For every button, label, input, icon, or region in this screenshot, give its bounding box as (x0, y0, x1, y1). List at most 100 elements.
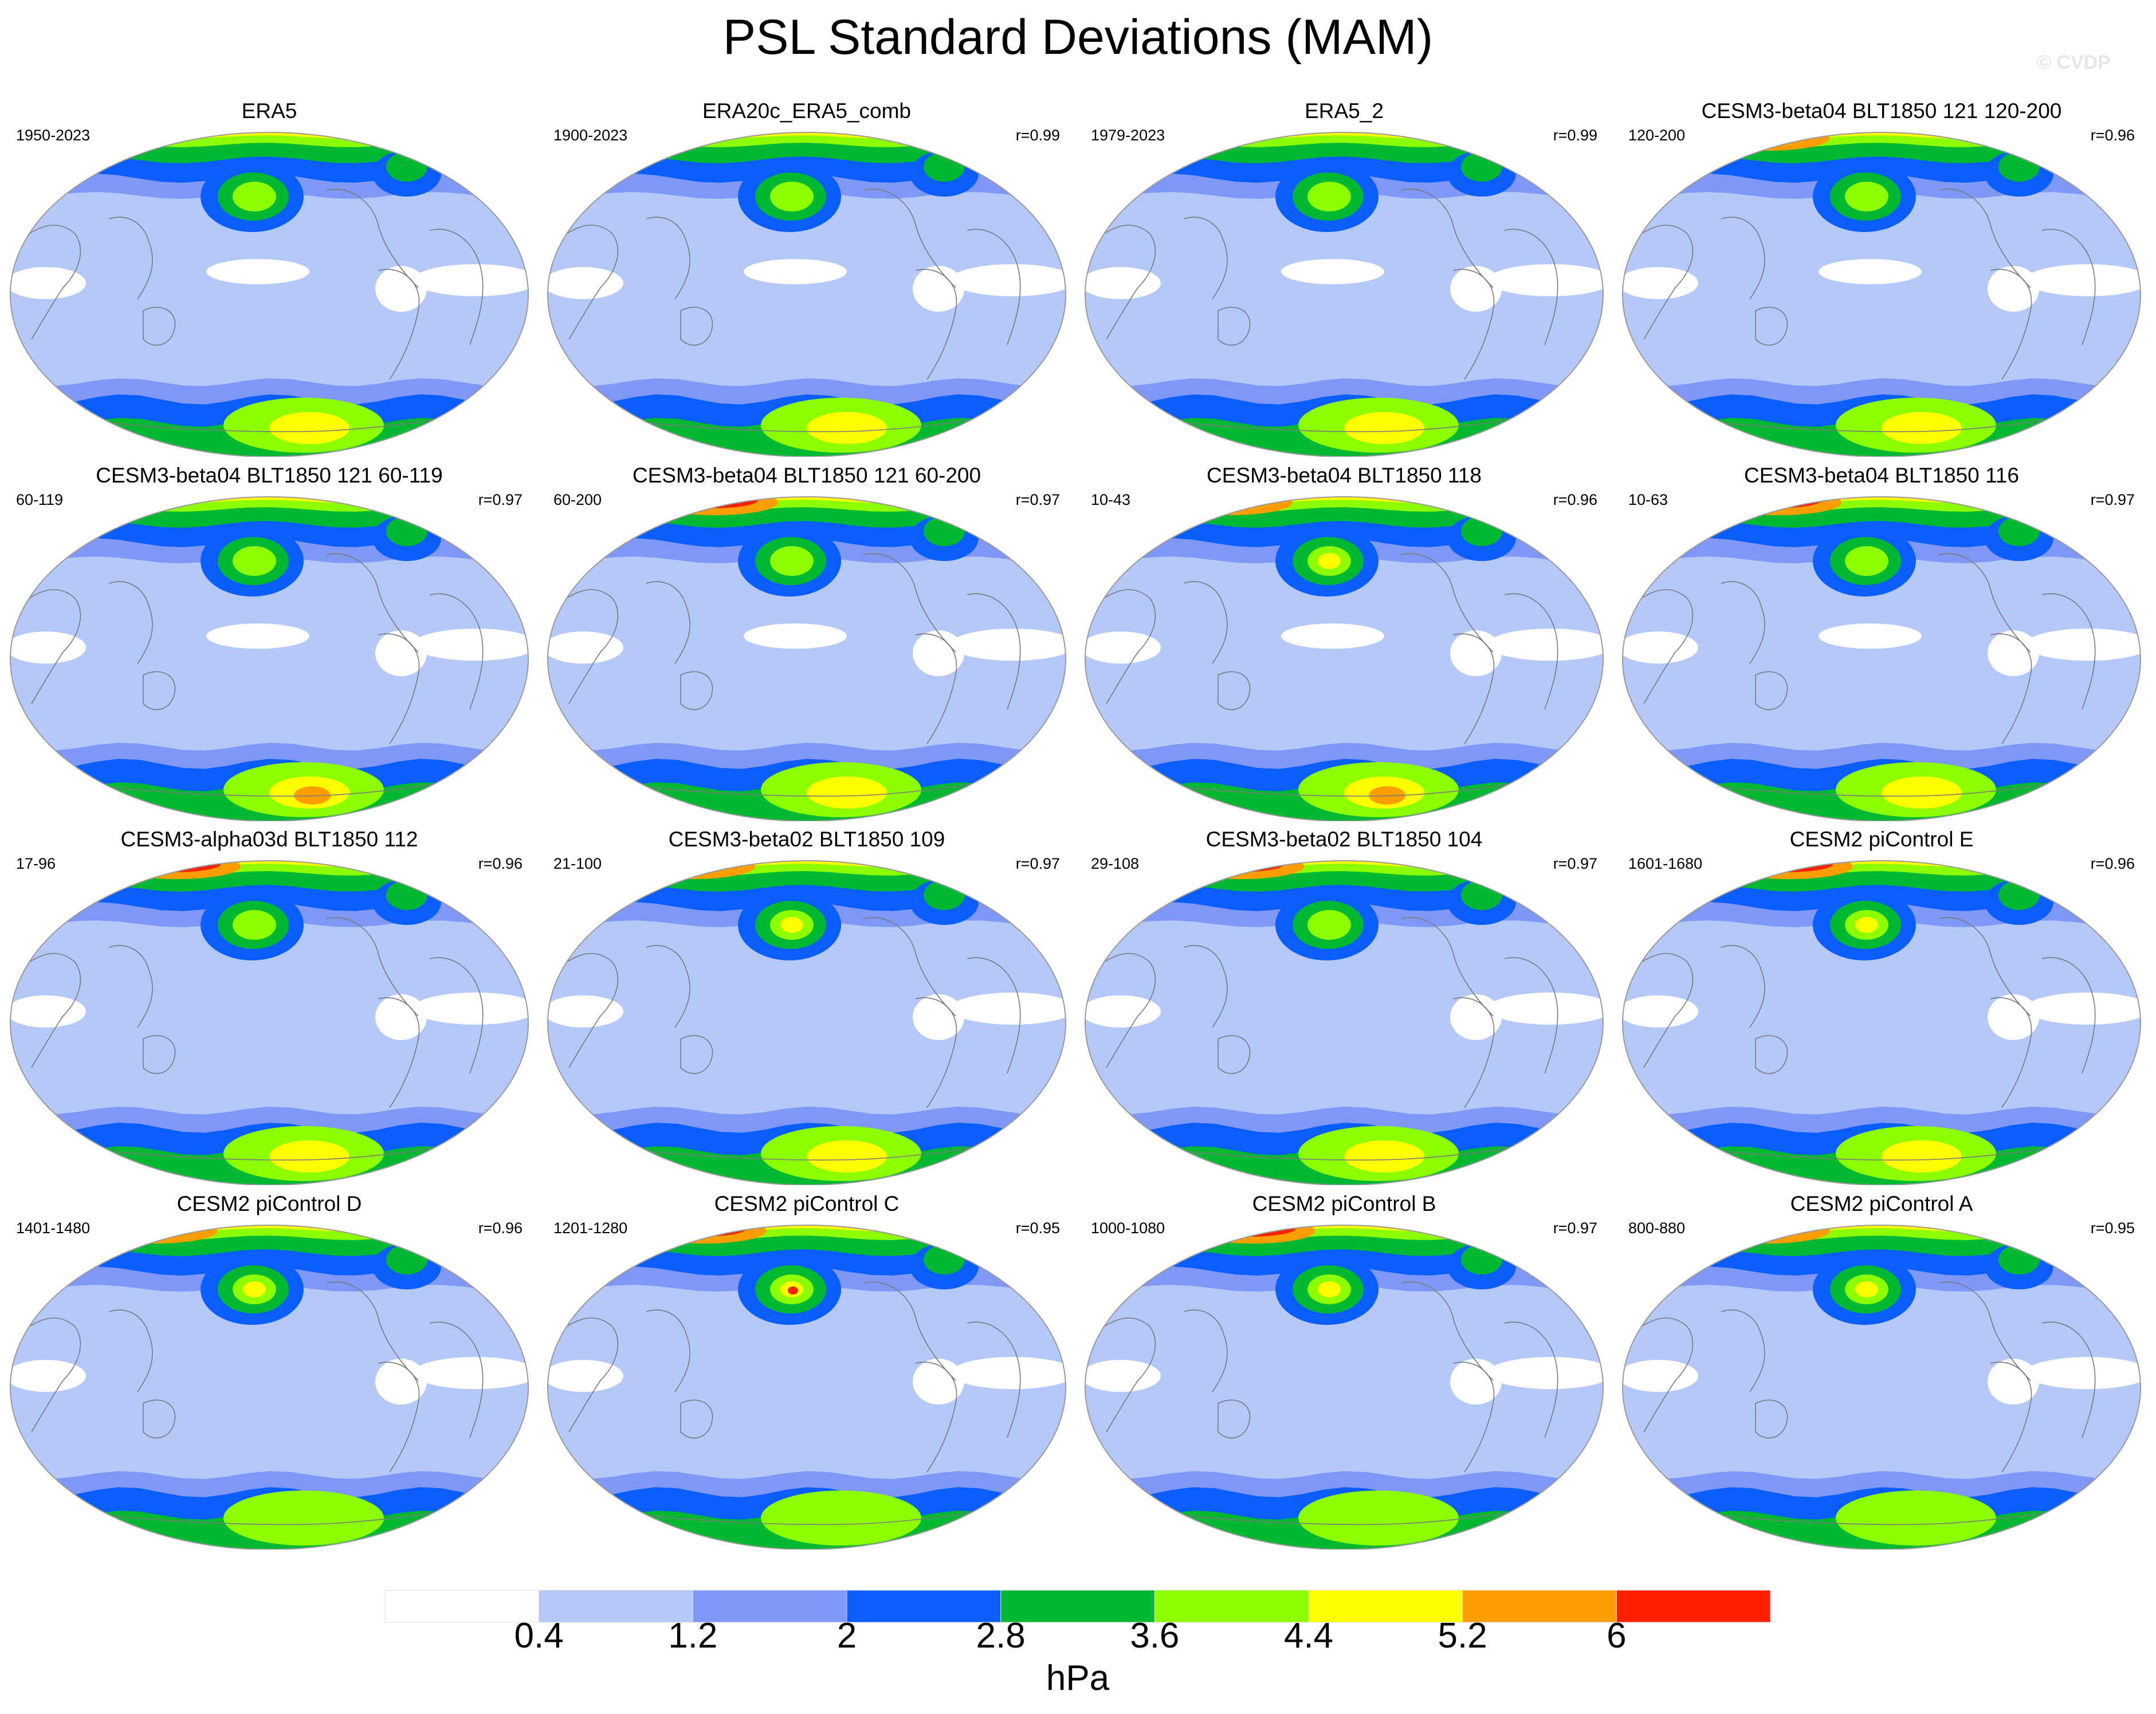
map-border (10, 1225, 529, 1550)
coastline-segment (1990, 1362, 2032, 1473)
trop-min-center (1281, 259, 1384, 284)
coastlines (1629, 189, 2100, 433)
coastline-segment (17, 225, 81, 340)
coastline-segment (1504, 1321, 1558, 1438)
coastline-segment (17, 1317, 81, 1433)
coastline-segment (680, 307, 713, 346)
panel-correlation: r=0.99 (1015, 127, 1060, 144)
colorbar-swatch (539, 1590, 693, 1623)
coastline-segment (967, 593, 1021, 710)
coastline-segment (143, 1399, 176, 1439)
nh-max-red (666, 497, 758, 508)
npac-ring-3 (1307, 910, 1351, 940)
coastline-segment (2041, 229, 2096, 346)
map-field (1085, 132, 1603, 457)
map-plot (1085, 132, 1604, 457)
coastline-segment (1091, 953, 1156, 1068)
trop-min-center (1819, 623, 1922, 649)
map-plot (10, 860, 529, 1185)
panel-correlation: r=0.96 (478, 1219, 523, 1237)
trop-min-west (1085, 995, 1161, 1027)
panel-title: CESM2 piControl A (1790, 1192, 1973, 1215)
nh-max-red (1741, 861, 1833, 872)
coastline-segment (680, 1399, 713, 1439)
trop-min-center (1281, 623, 1384, 649)
panel-title: CESM3-beta04 BLT1850 118 (1207, 464, 1482, 487)
coastline-segment (680, 1035, 713, 1074)
coastline-segment (554, 225, 619, 340)
panel-title: CESM3-beta04 BLT1850 121 120-200 (1701, 99, 2062, 123)
coastline-segment (915, 997, 957, 1108)
map-border (1085, 1225, 1604, 1550)
map-border (10, 496, 529, 821)
coastline-segment (1629, 589, 1694, 704)
sh-max-ring-2 (807, 1140, 887, 1172)
nh-max-red (129, 861, 221, 872)
map-panel: CESM3-beta04 BLT1850 121 60-200 60-200 r=0… (543, 463, 1070, 821)
coastline-segment (863, 189, 956, 288)
map-field (1623, 132, 2141, 457)
coastline-segment (1183, 581, 1228, 664)
panel-years: 1000-1080 (1091, 1219, 1165, 1237)
panel-title: ERA5 (241, 99, 297, 123)
nh-max-orange (1178, 861, 1304, 879)
trop-min-east (950, 1357, 1066, 1389)
map-panel: CESM2 piControl D 1401-1480 r=0.96 (6, 1191, 533, 1550)
trop-min-south-america (375, 1359, 427, 1405)
coastlines (554, 917, 1025, 1161)
map-border (10, 132, 529, 457)
coastline-segment (1629, 953, 1694, 1068)
trop-min-south-america (1450, 994, 1502, 1040)
coastline-segment (1401, 553, 1494, 653)
map-panel: CESM3-beta04 BLT1850 121 120-200 120-200 r… (1618, 99, 2145, 457)
coastline-segment (429, 1321, 484, 1438)
coastline-segment (1401, 1281, 1494, 1381)
map-panel: CESM3-beta04 BLT1850 116 10-63 r=0.97 (1618, 463, 2145, 821)
sh-max-ring-1 (223, 1491, 384, 1546)
npac-ring-3 (1845, 182, 1888, 211)
trop-min-south-america (1450, 1359, 1502, 1405)
colorbar-level-label: 5.2 (1438, 1616, 1487, 1656)
map-border (1622, 132, 2141, 457)
nh-max-orange (115, 861, 241, 879)
map-border (10, 860, 529, 1185)
nh-max-red (1192, 861, 1284, 872)
map-field (10, 132, 528, 457)
colorbar-swatch (846, 1590, 1002, 1623)
coastline-segment (378, 269, 420, 380)
trop-min-west (1623, 1360, 1698, 1392)
colorbar-swatch (1616, 1590, 1771, 1623)
trop-min-west (548, 632, 623, 664)
colorbar-level-label: 4.4 (1283, 1616, 1334, 1656)
coastline-segment (1452, 1362, 1495, 1473)
trop-min-east (413, 993, 528, 1025)
trop-min-east (1487, 1357, 1603, 1389)
npac-ring-3 (770, 182, 814, 211)
page-title: PSL Standard Deviations (MAM) (722, 10, 1434, 65)
natl-ring-2 (1461, 152, 1502, 182)
coastline-segment (1755, 307, 1788, 346)
coastline-segment (1990, 997, 2032, 1108)
panel-title: CESM3-beta04 BLT1850 121 60-200 (632, 464, 981, 487)
coastline-segment (378, 633, 420, 744)
coastline-segment (1218, 1399, 1251, 1439)
coastline-segment (1091, 1317, 1156, 1433)
trop-min-south-america (1988, 1359, 2039, 1405)
npac-ring-3 (233, 910, 276, 940)
coastline-segment (326, 189, 419, 288)
coastline-segment (17, 953, 81, 1068)
coastline-segment (1218, 307, 1251, 346)
panel-title: ERA20c_ERA5_comb (702, 99, 912, 123)
trop-min-east (1487, 993, 1603, 1025)
nh-max-orange (1727, 861, 1853, 879)
colorbar-swatch (1308, 1590, 1463, 1623)
coastline-segment (1401, 189, 1494, 288)
map-field (548, 1225, 1066, 1550)
colorbar-level-label: 6 (1607, 1616, 1627, 1656)
npac-ring-4 (243, 1281, 266, 1297)
coastline-segment (108, 217, 153, 300)
trop-min-south-america (375, 266, 427, 312)
trop-min-south-america (913, 266, 964, 312)
sh-max-ring-2 (1882, 412, 1962, 444)
panel-years: 1979-2023 (1091, 127, 1165, 144)
